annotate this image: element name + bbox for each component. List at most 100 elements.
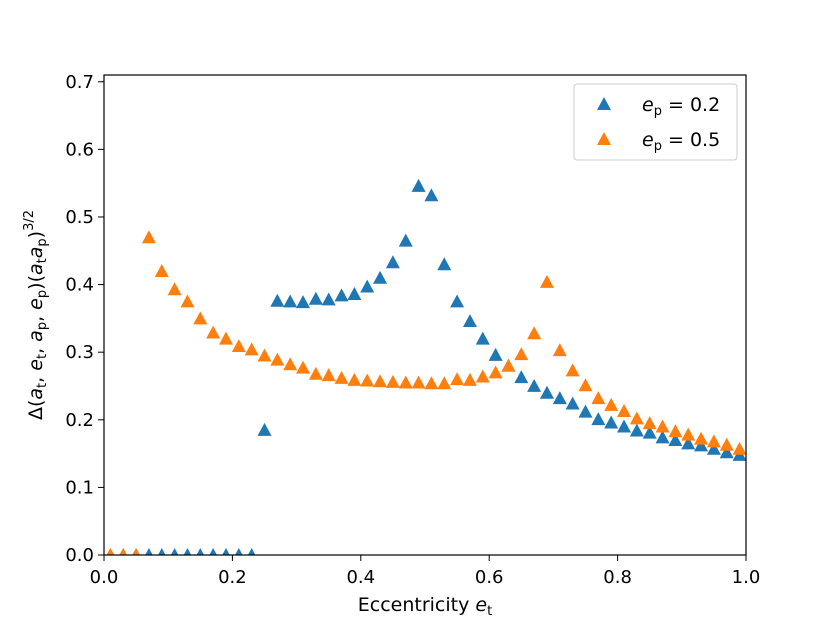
data-point — [668, 433, 683, 447]
x-axis-label: Eccentricity et — [358, 594, 492, 619]
legend-item-ep-0.2: ep = 0.2 — [597, 94, 720, 119]
data-point — [642, 425, 657, 439]
data-point — [450, 372, 465, 386]
data-point — [270, 293, 285, 307]
data-point — [334, 370, 349, 384]
legend-label-ep-0.2: ep = 0.2 — [642, 94, 720, 119]
data-point — [411, 375, 426, 389]
data-point — [106, 548, 115, 555]
data-point — [527, 378, 542, 392]
y-tick-label-0: 0.0 — [65, 545, 94, 566]
x-tick-label-3: 0.6 — [475, 567, 504, 588]
data-point — [385, 255, 400, 269]
data-point — [706, 434, 721, 448]
data-point — [719, 445, 734, 459]
y-tick-label-1: 0.1 — [65, 477, 94, 498]
data-point — [527, 326, 542, 340]
y-axis-label: Δ(at, et, ap, ep)(atap)3/2 — [22, 210, 50, 420]
data-point — [180, 294, 195, 308]
data-point — [617, 419, 632, 433]
data-point — [296, 295, 311, 309]
y-tick-label-3: 0.3 — [65, 342, 94, 363]
data-point — [283, 294, 298, 308]
data-point — [334, 288, 349, 302]
data-point — [681, 427, 696, 441]
data-point — [183, 548, 192, 555]
data-point — [283, 357, 298, 371]
data-point — [206, 325, 221, 339]
data-point — [347, 372, 362, 386]
data-point — [604, 397, 619, 411]
data-point — [167, 282, 182, 296]
x-tick-label-2: 0.4 — [346, 567, 375, 588]
data-point — [218, 331, 233, 345]
data-points — [106, 178, 746, 555]
data-point — [119, 548, 128, 555]
data-point — [132, 548, 140, 555]
data-point — [694, 438, 709, 452]
data-point — [308, 366, 323, 380]
x-tick-label-1: 0.2 — [218, 567, 247, 588]
data-point — [398, 375, 413, 389]
data-point — [488, 347, 503, 361]
data-point — [475, 331, 490, 345]
data-point — [411, 178, 426, 192]
x-axis-label-var: e — [475, 594, 487, 616]
data-point — [719, 437, 734, 451]
data-point — [196, 548, 205, 555]
data-point — [360, 373, 375, 387]
data-point — [565, 363, 580, 377]
data-point — [270, 352, 285, 366]
data-point — [308, 291, 323, 305]
data-point — [514, 370, 529, 384]
data-point — [501, 358, 516, 372]
data-point — [488, 365, 503, 379]
data-point — [578, 378, 593, 392]
data-point — [247, 548, 256, 555]
data-point — [373, 374, 388, 388]
data-point — [321, 292, 336, 306]
x-tick-label-4: 0.8 — [603, 567, 632, 588]
data-point — [398, 233, 413, 247]
data-point — [539, 274, 554, 288]
series-ep-0.5 — [106, 230, 746, 555]
data-point — [437, 376, 452, 390]
x-axis-label-text: Eccentricity — [358, 594, 476, 616]
data-point — [694, 431, 709, 445]
data-point — [385, 374, 400, 388]
data-point — [424, 188, 439, 202]
y-tick-label-2: 0.2 — [65, 410, 94, 431]
data-point — [655, 430, 670, 444]
data-point — [629, 423, 644, 437]
data-point — [629, 411, 644, 425]
legend-marker-ep-0.5 — [597, 132, 611, 145]
data-point — [565, 396, 580, 410]
data-point — [591, 412, 606, 426]
data-point — [552, 343, 567, 357]
data-point — [257, 422, 272, 436]
axis-ticks: 0.0 0.2 0.4 0.6 0.8 1.0 0.0 0.1 0.2 0.3 0.4 0.5 0.6 0… — [65, 72, 760, 588]
data-point — [552, 391, 567, 405]
data-point — [193, 311, 208, 325]
plot-frame — [103, 74, 747, 556]
data-point — [475, 369, 490, 383]
data-point — [514, 347, 529, 361]
data-point — [732, 441, 746, 455]
data-point — [257, 348, 272, 362]
y-tick-label-5: 0.5 — [65, 207, 94, 228]
data-point — [462, 314, 477, 328]
data-point — [209, 548, 217, 555]
data-point — [321, 368, 336, 382]
legend: ep = 0.2 ep = 0.5 — [573, 83, 738, 161]
data-point — [235, 548, 243, 555]
data-point — [360, 279, 375, 293]
data-point — [462, 372, 477, 386]
y-tick-label-6: 0.6 — [65, 139, 94, 160]
legend-label-ep-0.5: ep = 0.5 — [642, 129, 720, 154]
data-point — [296, 360, 311, 374]
y-tick-label-4: 0.4 — [65, 275, 94, 296]
data-point — [145, 548, 153, 555]
data-point — [424, 376, 439, 390]
data-point — [157, 548, 166, 555]
